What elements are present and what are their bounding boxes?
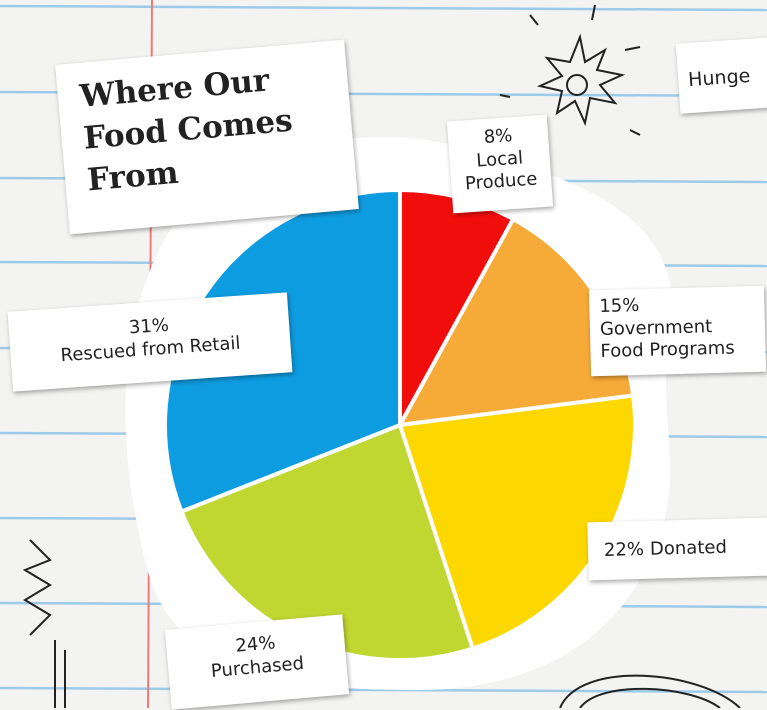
slice-label: 15% Government Food Programs xyxy=(588,285,767,377)
value-label: 22% xyxy=(603,538,645,561)
doodles xyxy=(22,4,741,708)
annotation-card: Hunge xyxy=(675,36,767,114)
category-label: Government Food Programs xyxy=(599,315,735,363)
category-label: Local Produce xyxy=(464,146,539,195)
slice-label: 8% Local Produce xyxy=(446,114,554,214)
chart-title: Where Our Food Comes From xyxy=(78,62,294,199)
category-label: Donated xyxy=(649,536,728,560)
pie xyxy=(163,187,637,662)
title-card: Where Our Food Comes From xyxy=(55,39,359,235)
slice-label: 24% Purchased xyxy=(164,614,350,710)
slice-label: 22% Donated xyxy=(587,517,767,581)
annotation: Hunge xyxy=(687,64,751,92)
